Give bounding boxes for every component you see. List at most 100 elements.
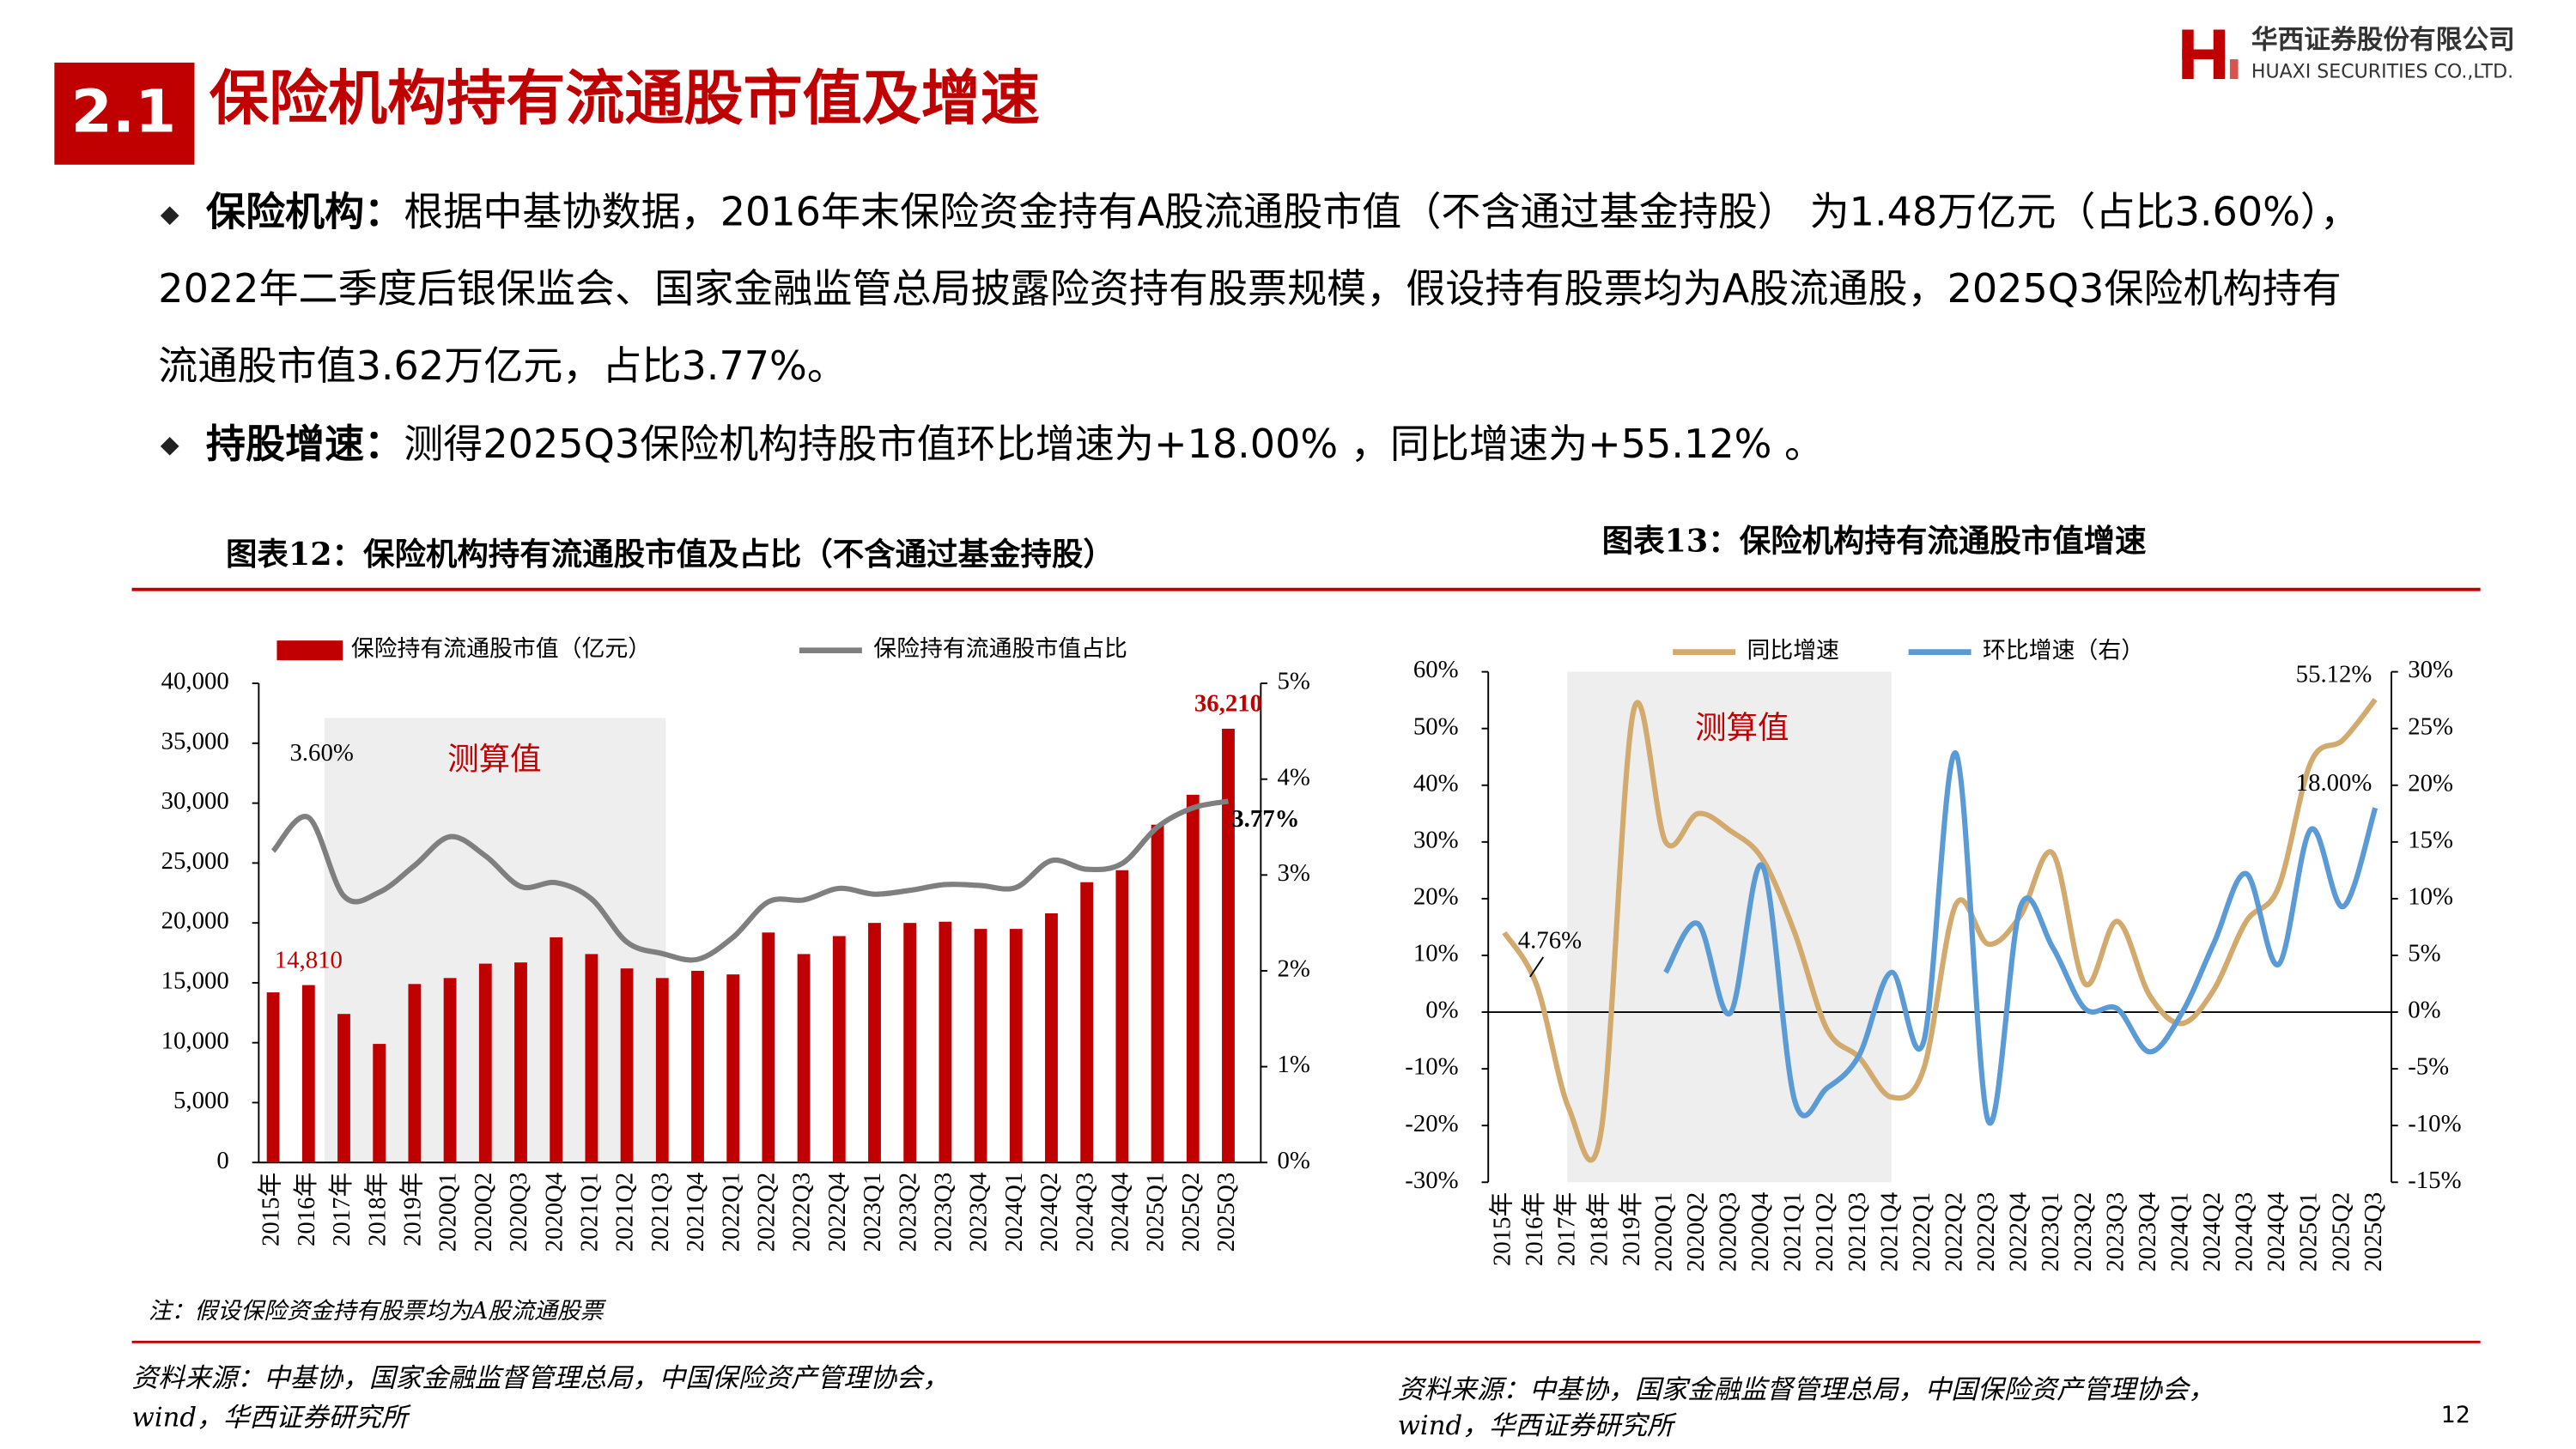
line	[1502, 697, 2378, 1163]
x-tick-label: 2020Q4	[540, 1173, 568, 1252]
y2-tick-label: -15%	[2408, 1167, 2461, 1194]
bar	[1151, 824, 1164, 1163]
x-tick-label: 2015年	[258, 1173, 285, 1246]
x-tick-label: 2020Q2	[1682, 1192, 1710, 1272]
page-number: 12	[2441, 1402, 2470, 1428]
data-label: 55.12%	[2296, 661, 2372, 688]
bar	[691, 970, 704, 1163]
y2-tick-label: 2%	[1278, 955, 1310, 983]
y-tick-label: 20%	[1413, 883, 1459, 911]
x-tick-label: 2020Q2	[470, 1173, 497, 1252]
legend-label: 同比增速	[1747, 638, 1839, 664]
bullet-text: 2022年二季度后银保监会、国家金融监管总局披露险资持有股票规模，假设持有股票均…	[158, 265, 2341, 312]
y2-tick-label: 25%	[2408, 712, 2453, 740]
x-tick-label: 2020Q1	[1649, 1192, 1677, 1272]
y-tick-label: 60%	[1413, 656, 1459, 683]
x-tick-label: 2021Q2	[611, 1173, 639, 1252]
x-tick-label: 2022Q4	[823, 1173, 851, 1252]
bar	[1080, 882, 1094, 1163]
y2-tick-label: 10%	[2408, 883, 2453, 911]
bullet-line: 保险机构：根据中基协数据，2016年末保险资金持有A股流通股市值（不含通过基金持…	[206, 188, 2360, 234]
company-name: 华西证券股份有限公司	[2251, 25, 2515, 55]
y2-tick-label: 30%	[2408, 656, 2453, 683]
x-tick-label: 2023Q3	[2101, 1192, 2129, 1272]
y-tick-label: -30%	[1405, 1167, 1458, 1194]
y-tick-label: 0%	[1425, 997, 1458, 1024]
x-tick-label: 2023Q3	[929, 1173, 957, 1252]
line	[270, 798, 1230, 963]
x-tick-label: 2024Q3	[2231, 1192, 2258, 1272]
bar	[762, 932, 775, 1163]
bullet-label: 保险机构：	[206, 188, 404, 234]
chart-title: 图表12：保险机构持有流通股市值及占比（不含通过基金持股）	[226, 536, 1115, 573]
x-tick-label: 2020Q3	[505, 1173, 532, 1252]
data-label: 18.00%	[2296, 769, 2372, 797]
source: wind，华西证券研究所	[132, 1403, 411, 1433]
bar	[408, 984, 422, 1163]
data-label: 3.77%	[1231, 805, 1299, 833]
bar	[903, 923, 917, 1163]
y2-tick-label: 0%	[2408, 997, 2440, 1024]
x-tick-label: 2024Q4	[1106, 1173, 1133, 1252]
bar	[337, 1014, 350, 1163]
y-tick-label: 35,000	[161, 727, 229, 755]
bar	[301, 985, 315, 1163]
x-tick-label: 2021Q4	[682, 1173, 709, 1252]
legend-label: 保险持有流通股市值（亿元）	[351, 636, 651, 663]
y-tick-label: 30%	[1413, 826, 1459, 853]
section-number: 2.1	[71, 77, 176, 146]
bar	[266, 992, 280, 1163]
y-tick-label: 15,000	[161, 967, 229, 995]
y-tick-label: 40,000	[161, 668, 229, 695]
bar	[1186, 794, 1200, 1163]
x-tick-label: 2023Q4	[2134, 1192, 2161, 1272]
bullet-text: 流通股市值3.62万亿元，占比3.77%。	[158, 343, 847, 389]
bar	[1115, 870, 1129, 1163]
bullet-label: 持股增速：	[206, 420, 404, 466]
bar	[585, 954, 598, 1163]
legend-swatch	[276, 640, 343, 661]
x-tick-label: 2020Q3	[1715, 1192, 1742, 1272]
x-tick-label: 2025Q1	[2295, 1192, 2323, 1272]
bar	[1222, 728, 1235, 1163]
bar	[443, 978, 457, 1163]
x-tick-label: 2023Q4	[965, 1173, 993, 1252]
bullet-text: 测得2025Q3保险机构持股市值环比增速为+18.00% ，同比增速为+55.1…	[404, 420, 1824, 466]
x-tick-label: 2016年	[1521, 1192, 1548, 1266]
x-tick-label: 2024Q2	[2198, 1192, 2226, 1272]
y2-tick-label: 4%	[1278, 763, 1310, 791]
data-label: 36,210	[1194, 690, 1262, 718]
x-tick-label: 2023Q2	[2069, 1192, 2097, 1272]
y-tick-label: 5,000	[173, 1087, 229, 1114]
data-label: 4.76%	[1518, 926, 1582, 954]
bullet-line: 持股增速：测得2025Q3保险机构持股市值环比增速为+18.00% ，同比增速为…	[206, 420, 1824, 466]
x-tick-label: 2017年	[328, 1173, 355, 1246]
legend-label: 环比增速（右）	[1983, 638, 2144, 664]
x-tick-label: 2025Q2	[2327, 1192, 2354, 1272]
legend-label: 保险持有流通股市值占比	[873, 636, 1127, 663]
x-tick-label: 2022Q4	[2005, 1192, 2032, 1272]
y-tick-label: 20,000	[161, 907, 229, 935]
bar	[373, 1044, 386, 1163]
bullets: 保险机构：根据中基协数据，2016年末保险资金持有A股流通股市值（不含通过基金持…	[158, 188, 2360, 466]
y-tick-label: -10%	[1405, 1053, 1458, 1081]
x-tick-label: 2021Q3	[1844, 1192, 1871, 1272]
y-tick-label: 10,000	[161, 1027, 229, 1054]
x-tick-label: 2021Q2	[1811, 1192, 1838, 1272]
x-tick-label: 2024Q2	[1036, 1173, 1063, 1252]
annotation: 测算值	[447, 741, 541, 778]
bullet-icon	[160, 206, 179, 226]
bar	[868, 923, 881, 1163]
annotation: 测算值	[1695, 709, 1789, 746]
x-tick-label: 2022Q2	[1941, 1192, 1968, 1272]
x-tick-label: 2018年	[1585, 1192, 1613, 1266]
x-tick-label: 2019年	[399, 1173, 427, 1246]
y-tick-label: 40%	[1413, 769, 1459, 797]
x-tick-label: 2017年	[1553, 1192, 1581, 1266]
bar	[797, 954, 811, 1163]
y2-tick-label: -10%	[2408, 1110, 2461, 1137]
x-tick-label: 2023Q1	[2037, 1192, 2064, 1272]
page-title: 保险机构持有流通股市值及增速	[210, 64, 1040, 133]
x-tick-label: 2021Q3	[647, 1173, 674, 1252]
bullet-text: 根据中基协数据，2016年末保险资金持有A股流通股市值（不含通过基金持股） 为1…	[404, 188, 2360, 234]
